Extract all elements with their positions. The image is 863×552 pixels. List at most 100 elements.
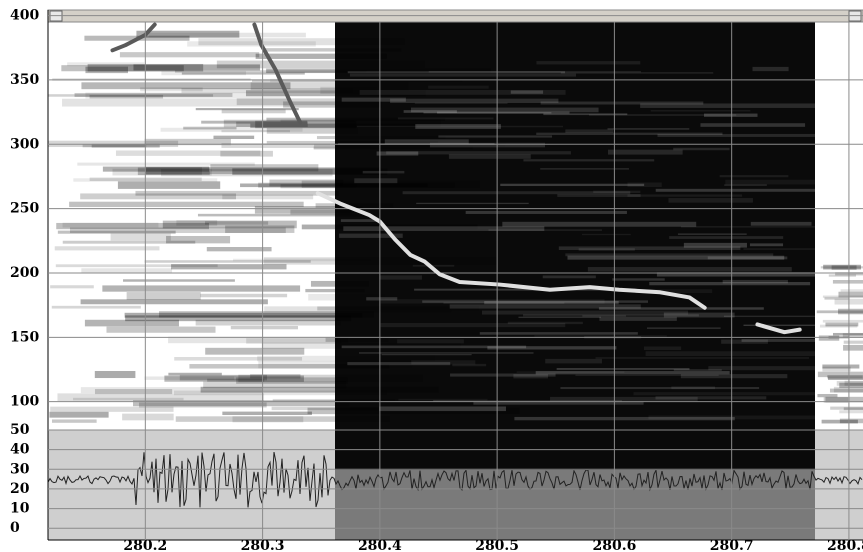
spectrum-band — [482, 311, 688, 315]
spectrum-band — [844, 407, 863, 410]
y-tick-label: 400 — [10, 8, 39, 24]
spectrum-band — [269, 180, 343, 187]
spectrum-band — [305, 289, 364, 292]
spectrum-band — [205, 348, 304, 355]
y-tick-label: 40 — [10, 442, 30, 458]
spectrum-band — [360, 90, 566, 95]
spectrum-band — [450, 373, 556, 376]
spectrum-band — [429, 71, 641, 72]
spectrum-band — [81, 387, 263, 393]
spectrum-band — [608, 150, 683, 155]
spectrum-band — [750, 243, 783, 246]
y-tick-label: 150 — [10, 329, 39, 345]
spectrum-band — [118, 181, 220, 189]
spectrum-band — [823, 296, 863, 298]
spectrum-band — [222, 412, 312, 415]
spectrum-band — [125, 313, 363, 318]
spectrum-band — [220, 151, 273, 157]
spectrum-band — [830, 389, 863, 393]
spectrum-band — [671, 386, 715, 389]
spectrum-band — [222, 109, 286, 113]
spectrum-band — [120, 52, 259, 57]
spectrum-band — [589, 114, 736, 115]
spectrum-band — [413, 265, 454, 267]
spectrum-band — [561, 72, 713, 73]
spectrum-band — [256, 54, 387, 59]
spectrum-band — [213, 136, 254, 139]
spectrum-band — [536, 61, 640, 64]
spectrum-band — [543, 275, 596, 278]
spectrum-band — [678, 234, 747, 235]
x-tick-label: 280.8 — [827, 538, 863, 552]
spectrum-band — [823, 320, 863, 323]
spectrum-band — [647, 327, 721, 329]
spectrum-band — [81, 268, 172, 273]
spectrum-band — [466, 211, 627, 214]
spectrum-band — [198, 214, 373, 217]
spectrum-band — [664, 313, 735, 318]
spectrum-band — [106, 327, 215, 333]
spectrum-band — [210, 164, 318, 171]
spectrum-band — [238, 375, 422, 382]
chart: 10015020025030035040001020304050280.2280… — [0, 0, 863, 552]
spectrum-band — [144, 376, 234, 379]
spectrum-band — [63, 241, 196, 244]
spectrum-band — [700, 123, 805, 127]
spectrum-band — [207, 247, 272, 251]
spectrum-band — [264, 306, 451, 312]
y-tick-label: 350 — [10, 72, 39, 88]
spectrum-band — [817, 394, 837, 397]
spectrum-band — [69, 202, 304, 207]
spectrum-band — [231, 326, 298, 329]
spectrum-band — [502, 222, 696, 227]
spectrum-band — [822, 367, 850, 372]
y-tick-label: 30 — [10, 461, 30, 477]
spectrum-band — [640, 103, 852, 107]
spectrum-band — [841, 289, 863, 292]
spectrum-band — [545, 359, 602, 364]
spectrum-band — [416, 203, 529, 204]
spectrum-band — [283, 101, 381, 107]
spectrum-band — [263, 48, 402, 51]
spectrum-band — [438, 135, 552, 137]
spectrum-band — [669, 236, 783, 239]
spectrum-band — [168, 373, 221, 376]
spectrum-band — [488, 229, 601, 230]
spectrum-band — [724, 316, 851, 317]
spectrum-band — [379, 406, 506, 411]
y-tick-label: 250 — [10, 201, 39, 217]
spectrum-band — [264, 257, 498, 264]
spectrum-band — [596, 357, 809, 358]
spectrum-band — [668, 198, 752, 203]
spectrum-band — [500, 184, 644, 186]
spectrum-band — [723, 280, 788, 283]
spectrum-band — [57, 393, 264, 401]
spectrum-band — [627, 194, 742, 196]
spectrum-band — [347, 362, 450, 365]
spectrum-band — [187, 41, 316, 46]
spectrum-band — [536, 133, 722, 135]
spectrum-band — [721, 340, 768, 344]
spectrum-band — [818, 372, 863, 377]
spectrum-band — [221, 130, 290, 132]
spectrum-band — [523, 159, 654, 161]
spectrum-band — [651, 110, 751, 111]
y-tick-label: 100 — [10, 394, 39, 410]
spectrum-band — [58, 231, 176, 234]
y-tick-label: 50 — [10, 422, 30, 438]
spectrum-band — [674, 370, 722, 371]
spectrum-band — [290, 210, 351, 215]
x-tick-label: 280.2 — [123, 538, 167, 552]
spectrum-band — [599, 307, 764, 309]
spectrum-band — [50, 407, 173, 412]
spectrum-band — [217, 61, 425, 69]
spectrum-band — [743, 248, 830, 249]
spectrum-band — [55, 246, 160, 250]
spectrum-band — [725, 180, 832, 185]
spectrum-band — [673, 148, 729, 150]
spectrum-band — [575, 375, 718, 376]
spectrum-band — [415, 124, 501, 129]
spectrum-band — [50, 285, 94, 288]
spectrum-band — [753, 67, 789, 71]
spectrum-band — [565, 129, 613, 133]
